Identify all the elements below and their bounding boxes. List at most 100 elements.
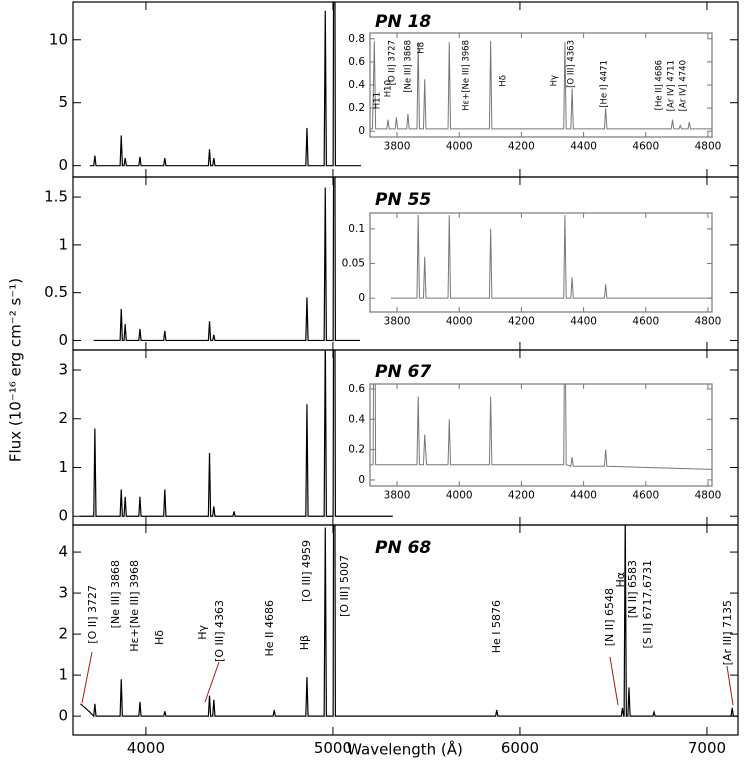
y-tick-label: 0.6: [348, 56, 365, 68]
x-tick-label: 4800: [695, 140, 722, 152]
leader-line: [726, 665, 734, 706]
line-label: [He I] 4471: [600, 60, 610, 108]
y-tick-label: 2: [58, 625, 68, 643]
line-label: Hε+[Ne III] 3968: [128, 560, 141, 652]
x-tick-label: 4800: [695, 315, 722, 327]
line-label: H11: [373, 92, 383, 109]
x-tick-label: 4200: [508, 315, 535, 327]
spectrum-line: [370, 384, 712, 470]
y-tick-label: 0.05: [342, 258, 365, 270]
line-label: [N II] 6548: [603, 588, 616, 646]
leader-line: [204, 661, 220, 703]
y-tick-label: 4: [58, 543, 68, 561]
line-label: Hβ: [298, 635, 311, 650]
y-tick-label: 5: [58, 93, 68, 111]
line-label: [Ne III] 3868: [404, 40, 414, 93]
y-tick-label: 0.4: [348, 413, 365, 425]
x-tick-label: 3800: [384, 489, 411, 501]
y-tick-label: 10: [49, 30, 68, 48]
inset-background: [370, 33, 712, 137]
x-tick-label: 4600: [632, 315, 659, 327]
leader-line: [609, 656, 619, 706]
inset-background: [370, 213, 712, 312]
line-label: [Ar IV] 4740: [679, 60, 689, 111]
y-tick-label: 0.1: [348, 223, 365, 235]
x-axis-label: Wavelength (Å): [347, 740, 463, 759]
x-tick-label: 6000: [501, 739, 539, 757]
x-tick-label: 4000: [127, 739, 165, 757]
x-tick-label: 4200: [508, 140, 535, 152]
line-label: Hε+[Ne III] 3968: [462, 40, 472, 111]
line-label: H8: [417, 42, 427, 54]
line-label: Hδ: [499, 75, 509, 87]
line-label: [N II] 6583: [626, 560, 639, 618]
x-tick-label: 3800: [384, 140, 411, 152]
x-tick-label: 4000: [446, 489, 473, 501]
y-tick-label: 0: [58, 156, 68, 174]
line-label: [O III] 4959: [300, 540, 313, 602]
y-tick-label: 1: [58, 458, 68, 476]
line-label: Hα: [614, 572, 627, 588]
y-tick-label: 0: [358, 125, 365, 137]
line-label: [He II] 4686: [655, 60, 665, 110]
y-axis-label: Flux (10⁻¹⁶ erg cm⁻² s⁻¹): [7, 278, 25, 462]
panel-title: PN 68: [375, 538, 431, 558]
spectrum-line: [89, 2, 361, 167]
line-label: He I 5876: [490, 600, 503, 653]
x-tick-label: 4800: [695, 489, 722, 501]
y-tick-label: 0: [358, 474, 365, 486]
x-tick-label: 4600: [632, 489, 659, 501]
spectrum-line: [80, 525, 738, 718]
y-tick-label: 0.8: [348, 33, 365, 45]
spectrum-line: [370, 41, 712, 130]
line-label: [O III] 5007: [338, 555, 351, 617]
x-tick-label: 4000: [446, 315, 473, 327]
y-tick-label: 0.2: [348, 444, 365, 456]
x-tick-label: 4200: [508, 489, 535, 501]
y-tick-label: 0.6: [348, 383, 365, 395]
spectrum-line: [93, 177, 361, 342]
x-tick-label: 4600: [632, 140, 659, 152]
line-label: [Ar IV] 4711: [667, 60, 677, 111]
leader-line: [81, 651, 93, 704]
x-tick-label: 3800: [384, 315, 411, 327]
leader-lines: [81, 651, 734, 706]
panel-frame: [369, 383, 713, 487]
panel-frame: [369, 212, 713, 313]
x-tick-label: 4400: [570, 315, 597, 327]
panel-frame: [72, 524, 739, 736]
x-tick-label: 5000: [314, 739, 352, 757]
y-tick-label: 1: [58, 235, 68, 253]
line-label: [S II] 6717,6731: [641, 560, 654, 649]
y-tick-label: 0.5: [44, 283, 68, 301]
line-label: He II 4686: [263, 600, 276, 657]
line-label: [Ar III] 7135: [721, 600, 734, 665]
y-tick-label: 0: [358, 292, 365, 304]
spectrum-line: [390, 215, 712, 299]
line-label: Hγ: [196, 625, 209, 640]
inset-background: [370, 384, 712, 486]
panel-title: PN 18: [375, 12, 431, 32]
x-tick-label: 4000: [446, 140, 473, 152]
line-label: [Ne III] 3868: [109, 560, 122, 628]
y-tick-label: 1: [58, 666, 68, 684]
x-tick-label: 7000: [688, 739, 726, 757]
panel-title: PN 67: [375, 362, 431, 382]
y-tick-label: 0.4: [348, 79, 365, 91]
y-tick-label: 3: [58, 360, 68, 378]
line-label: [O III] 4363: [213, 600, 226, 662]
line-label: Hγ: [550, 75, 560, 86]
panel-title: PN 55: [375, 190, 431, 210]
line-label: [O III] 4363: [567, 40, 577, 88]
y-tick-label: 0: [58, 507, 68, 525]
y-tick-label: 1.5: [44, 188, 68, 206]
x-tick-label: 4400: [570, 489, 597, 501]
line-label: [O II] 3727: [86, 585, 99, 644]
x-tick-label: 4400: [570, 140, 597, 152]
line-label: Hδ: [153, 630, 166, 645]
line-label: [O II] 3727: [388, 40, 398, 85]
spectrum-line: [80, 350, 393, 517]
y-tick-label: 0: [58, 707, 68, 725]
y-tick-label: 0.2: [348, 102, 365, 114]
